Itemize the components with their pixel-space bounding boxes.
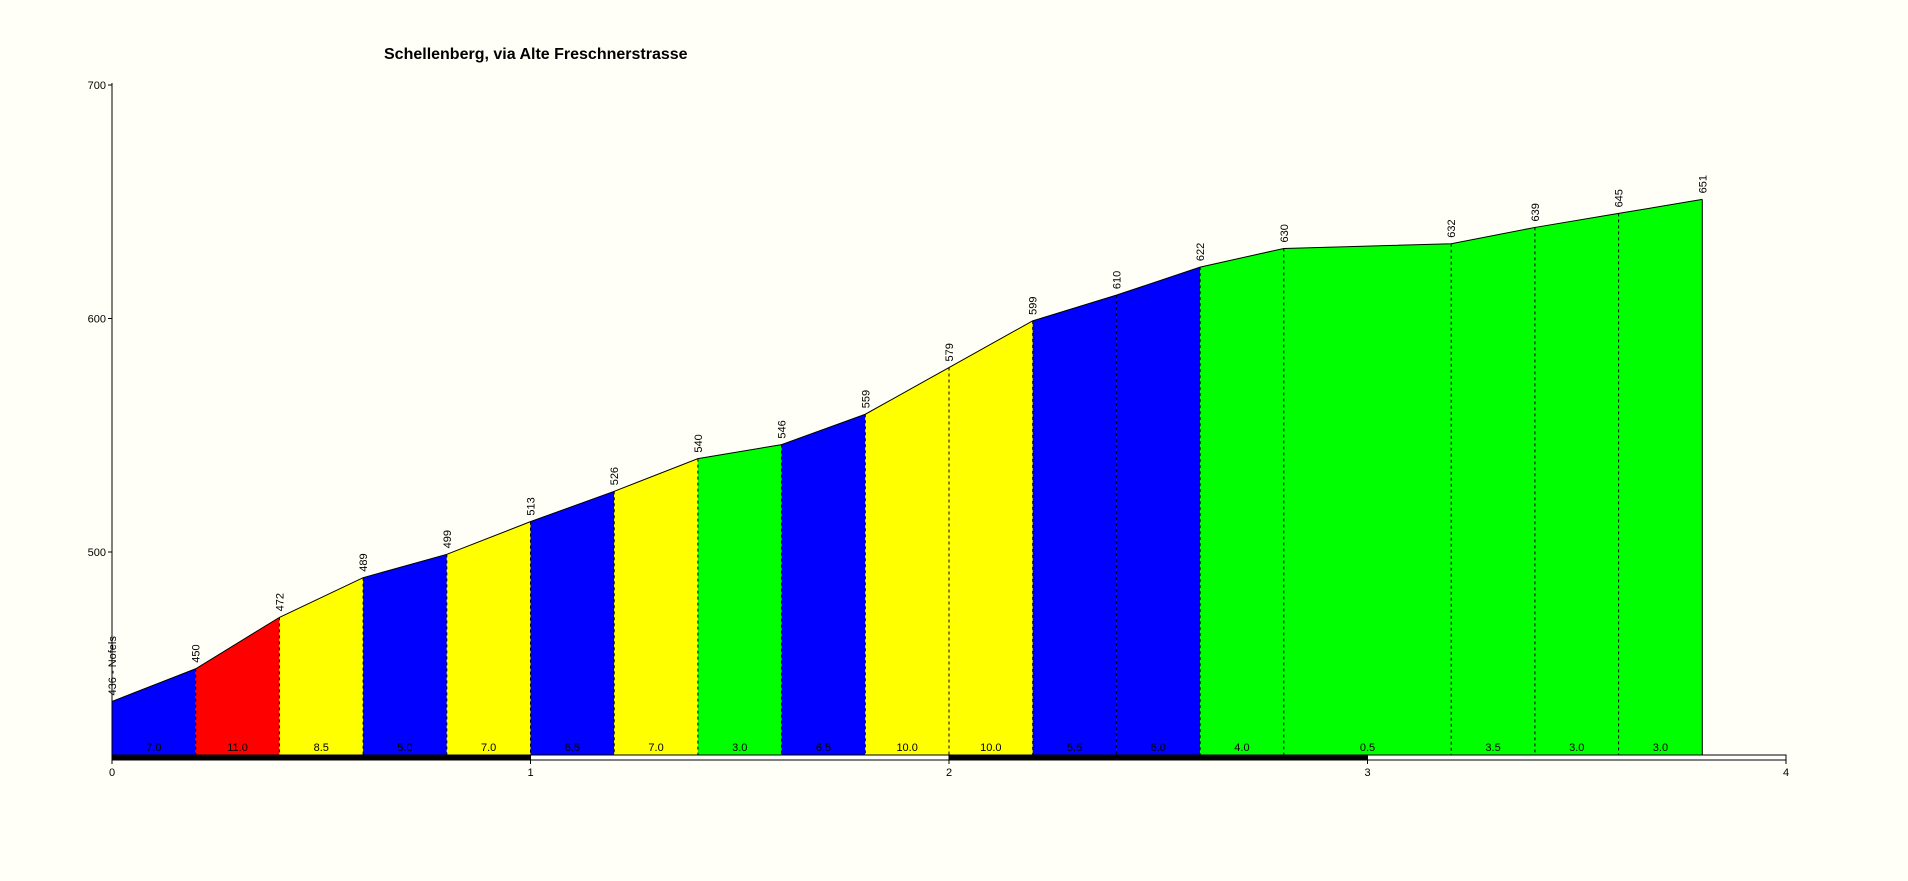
elevation-label: 559 (860, 390, 872, 408)
elevation-label: 639 (1530, 203, 1542, 221)
gradient-label: 0.5 (1360, 742, 1375, 754)
profile-segment (865, 367, 949, 755)
elevation-label: 599 (1028, 296, 1040, 314)
distance-bar-segment (1367, 754, 1787, 761)
profile-segment (697, 444, 782, 755)
elevation-label: 622 (1195, 243, 1207, 261)
elevation-label: 513 (526, 497, 538, 515)
distance-scale-bar (111, 754, 1787, 761)
elevation-label: 526 (609, 467, 621, 485)
profile-segments (111, 198, 1703, 756)
profile-segment (195, 617, 280, 755)
segment-dividers (195, 199, 1703, 755)
gradient-label: 5.0 (397, 742, 412, 754)
gradient-label: 3.0 (1569, 742, 1584, 754)
elevation-label: 651 (1697, 175, 1709, 193)
chart-axes: 500 600 700 0 1 2 3 4 (88, 80, 1789, 779)
profile-segment (614, 458, 698, 755)
y-tick-label: 700 (88, 80, 106, 92)
y-tick-label: 500 (88, 547, 106, 559)
profile-segment (1618, 199, 1703, 756)
profile-segment (112, 668, 196, 755)
distance-bar-segment (111, 754, 531, 761)
distance-bar-segment (948, 754, 1368, 761)
profile-segment (949, 320, 1033, 755)
gradient-label: 6.5 (816, 742, 831, 754)
profile-segment (1200, 248, 1284, 755)
elevation-label: 645 (1614, 189, 1626, 207)
elevation-label: 499 (442, 530, 454, 548)
x-tick-label: 0 (109, 767, 115, 779)
gradient-label: 7.0 (648, 742, 663, 754)
gradient-label: 8.5 (314, 742, 329, 754)
gradient-label: 11.0 (227, 742, 248, 754)
gradient-label: 7.0 (146, 742, 161, 754)
start-elevation-label: 436 - Nofels (107, 636, 119, 696)
profile-segment (1451, 227, 1535, 755)
elevation-label: 450 (191, 644, 203, 662)
x-tick-label: 4 (1783, 767, 1789, 779)
gradient-label: 10.0 (980, 742, 1001, 754)
profile-segment (781, 414, 866, 755)
elevation-label: 489 (358, 553, 370, 571)
gradient-labels: 7.0 11.0 8.5 5.0 7.0 6.5 7.0 3.0 6.5 10.0 10.0 5.5 6… (146, 742, 1668, 754)
gradient-label: 3.5 (1485, 742, 1500, 754)
elevation-label: 540 (693, 434, 705, 452)
gradient-label: 6.0 (1151, 742, 1166, 754)
gradient-label: 7.0 (481, 742, 496, 754)
gradient-label: 5.5 (1067, 742, 1082, 754)
profile-segment (446, 521, 531, 755)
gradient-label: 4.0 (1234, 742, 1249, 754)
elevation-labels: 436 - Nofels 450 472 489 499 513 526 540 546 559 5… (107, 175, 1709, 695)
profile-segment (1116, 267, 1201, 755)
elevation-label: 610 (1111, 271, 1123, 289)
elevation-label: 472 (274, 593, 286, 611)
profile-segment (1534, 213, 1619, 756)
distance-bar-segment (530, 754, 950, 761)
elevation-label: 579 (944, 343, 956, 361)
profile-segment (1032, 295, 1117, 755)
profile-segment (530, 491, 615, 755)
gradient-label: 3.0 (1653, 742, 1668, 754)
y-tick-label: 600 (88, 314, 106, 326)
chart-title: Schellenberg, via Alte Freschnerstrasse (384, 46, 688, 63)
profile-segment (363, 554, 447, 755)
profile-segment (279, 577, 364, 755)
elevation-label: 632 (1446, 219, 1458, 237)
x-tick-label: 3 (1364, 767, 1370, 779)
gradient-label: 3.0 (732, 742, 747, 754)
x-tick-label: 1 (527, 767, 533, 779)
gradient-label: 10.0 (896, 742, 917, 754)
gradient-label: 6.5 (565, 742, 580, 754)
profile-segment (1283, 243, 1452, 755)
x-tick-label: 2 (946, 767, 952, 779)
elevation-label: 630 (1279, 224, 1291, 242)
elevation-label: 546 (777, 420, 789, 438)
